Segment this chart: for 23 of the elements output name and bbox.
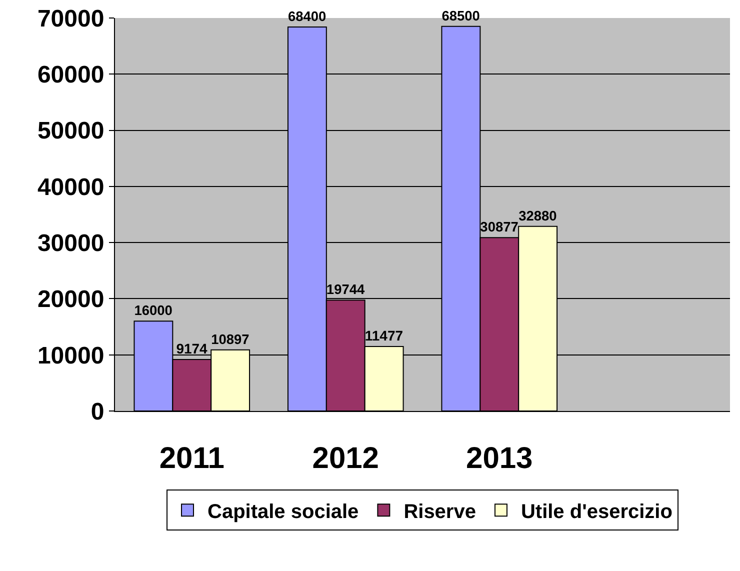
y-tick-label: 20000 (37, 286, 104, 314)
data-label: 68500 (442, 8, 480, 24)
data-label: 10897 (211, 332, 250, 347)
data-label: 9174 (176, 340, 208, 356)
y-tick-label: 50000 (37, 118, 104, 145)
data-label: 30877 (480, 220, 519, 235)
x-tick-label: 2012 (312, 442, 380, 475)
y-tick-label: 70000 (37, 5, 104, 32)
data-label: 32880 (518, 208, 558, 224)
y-tick-label: 10000 (37, 342, 104, 370)
data-label: 11477 (364, 328, 404, 344)
data-label: 19744 (326, 282, 365, 298)
data-label: 16000 (134, 303, 173, 318)
data-label: 68400 (288, 9, 327, 24)
y-tick-label: 60000 (37, 62, 104, 89)
legend-label: Capitale sociale (208, 500, 359, 523)
y-tick-label: 40000 (37, 174, 104, 201)
legend-label: Utile d'esercizio (520, 500, 672, 523)
y-tick-label: 30000 (37, 230, 104, 257)
x-tick-label: 2013 (466, 442, 533, 475)
y-tick-label: 0 (90, 398, 104, 426)
x-tick-label: 2011 (159, 442, 224, 475)
legend-label: Riserve (404, 500, 476, 523)
